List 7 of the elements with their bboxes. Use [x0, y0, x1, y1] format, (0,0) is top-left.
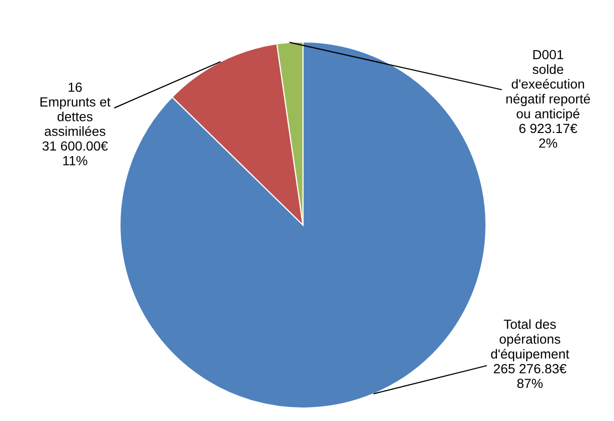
slice-label: D001 solde d'exeécution négatif reporté ou anticipé	[506, 50, 590, 122]
pie-slice	[119, 41, 487, 409]
slice-label: Total des opérations d'équipement	[491, 319, 570, 362]
data-label: 265 276.83€ 87%	[494, 364, 566, 388]
slice-label: 16 Emprunts et dettes assimilées	[40, 82, 110, 136]
data-label: 31 600.00€ 11%	[42, 141, 108, 166]
data-label: 6 923.17€ 2%	[519, 124, 578, 148]
